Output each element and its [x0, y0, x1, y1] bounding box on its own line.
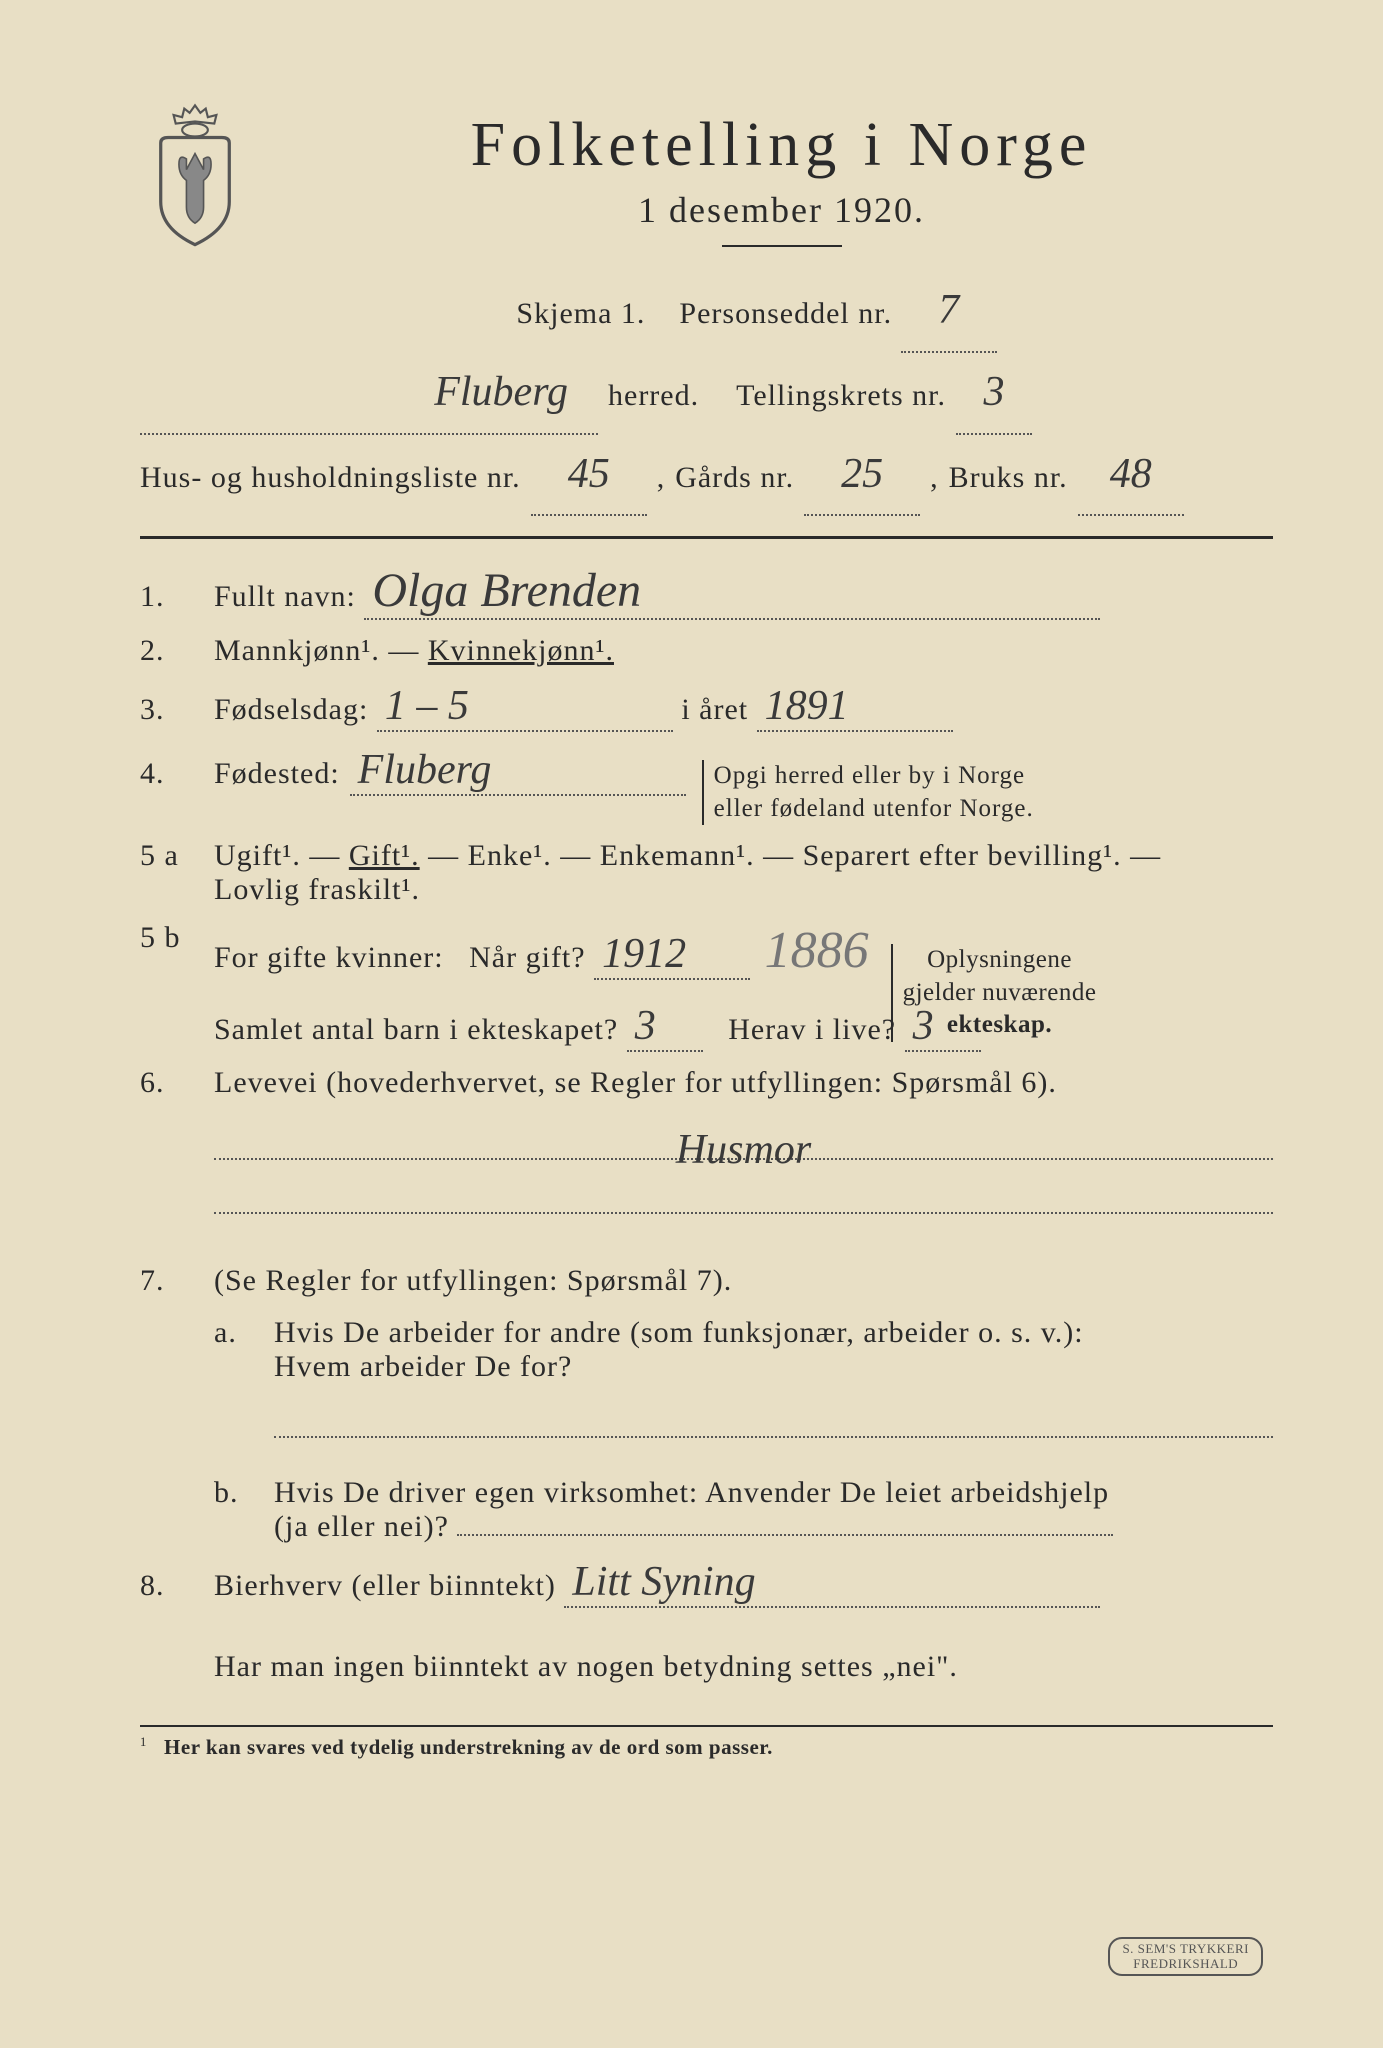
skjema-row: Skjema 1. Personseddel nr. 7: [240, 271, 1273, 353]
q2-label: Mannkjønn¹. —: [214, 634, 428, 667]
q5a-row: 5 a Ugift¹. — Gift¹. — Enke¹. — Enkemann…: [140, 839, 1273, 907]
q7b-blank: [457, 1534, 1113, 1536]
q7a-text1: Hvis De arbeider for andre (som funksjon…: [274, 1316, 1084, 1349]
q6-label: Levevei (hovederhvervet, se Regler for u…: [214, 1066, 1057, 1099]
q1-value: Olga Brenden: [364, 563, 1100, 620]
q5b-when: 1912: [594, 930, 750, 980]
q7a-text2: Hvem arbeider De for?: [274, 1350, 572, 1383]
herred-value: Fluberg: [140, 353, 598, 435]
section-rule: [140, 536, 1273, 539]
printer-stamp: S. SEM'S TRYKKERI FREDRIKSHALD: [1108, 1937, 1263, 1976]
header: Folketelling i Norge 1 desember 1920.: [140, 90, 1273, 261]
q5b-when2: 1886: [759, 922, 875, 979]
q4-row: 4. Fødested: Fluberg Opgi herred eller b…: [140, 746, 1273, 825]
q8-row: 8. Bierhverv (eller biinntekt) Litt Syni…: [140, 1558, 1273, 1608]
tellingskrets-label: Tellingskrets nr.: [736, 367, 946, 424]
q5b-alive-label: Herav i live?: [728, 1013, 896, 1046]
q5a-selected: Gift¹.: [349, 839, 420, 872]
q6-value: Husmor: [214, 1120, 1273, 1160]
q5b-children-label: Samlet antal barn i ekteskapet?: [214, 1013, 618, 1046]
husliste-label: Hus- og husholdningsliste nr.: [140, 449, 521, 506]
stamp-line1: S. SEM'S TRYKKERI: [1122, 1941, 1249, 1956]
husliste-row: Hus- og husholdningsliste nr. 45, Gårds …: [140, 435, 1273, 517]
q5a-opts: Ugift¹. —: [214, 839, 349, 872]
q7b-label: b.: [214, 1476, 254, 1510]
personseddel-nr: 7: [901, 271, 997, 353]
q7-num: 7.: [140, 1264, 200, 1298]
q6-row: 6. Levevei (hovederhvervet, se Regler fo…: [140, 1066, 1273, 1234]
bruks-label: Bruks nr.: [949, 449, 1068, 506]
q5b-sn1: Oplysningene: [927, 946, 1072, 973]
husliste-nr: 45: [531, 435, 647, 517]
gards-label: Gårds nr.: [675, 449, 794, 506]
footnote-marker: 1: [140, 1735, 147, 1749]
q4-note2: eller fødeland utenfor Norge.: [714, 795, 1034, 822]
q1-row: 1. Fullt navn: Olga Brenden: [140, 563, 1273, 620]
q2-selected: Kvinnekjønn¹.: [428, 634, 614, 667]
footnote-text: Her kan svares ved tydelig understreknin…: [164, 1735, 773, 1759]
divider: [722, 245, 842, 247]
q5b-alive: 3: [905, 1002, 981, 1052]
q8-num: 8.: [140, 1569, 200, 1603]
q5b-num: 5 b: [140, 921, 200, 955]
q1-num: 1.: [140, 580, 200, 614]
census-form-page: Folketelling i Norge 1 desember 1920. Sk…: [0, 0, 1383, 2048]
q5a-num: 5 a: [140, 839, 200, 873]
q5b-label: For gifte kvinner:: [214, 941, 444, 974]
q4-value: Fluberg: [350, 746, 686, 796]
q2-row: 2. Mannkjønn¹. — Kvinnekjønn¹.: [140, 634, 1273, 668]
q3-label: Fødselsdag:: [214, 693, 368, 726]
q3-mid: i året: [681, 693, 748, 726]
skjema-label: Skjema 1.: [516, 297, 645, 330]
footnote: 1 Her kan svares ved tydelig understrekn…: [140, 1725, 1273, 1760]
stamp-line2: FREDRIKSHALD: [1133, 1956, 1238, 1971]
q3-year: 1891: [757, 682, 953, 732]
q7b-text1: Hvis De driver egen virksomhet: Anvender…: [274, 1476, 1109, 1509]
q7a-label: a.: [214, 1316, 254, 1350]
q8-value: Litt Syning: [564, 1558, 1100, 1608]
q4-note1: Opgi herred eller by i Norge: [714, 762, 1025, 789]
q3-day: 1 – 5: [377, 682, 673, 732]
q7-label: (Se Regler for utfyllingen: Spørsmål 7).: [214, 1264, 732, 1297]
q7-row: 7. (Se Regler for utfyllingen: Spørsmål …: [140, 1264, 1273, 1544]
gards-nr: 25: [804, 435, 920, 517]
personseddel-label: Personseddel nr.: [679, 297, 892, 330]
q4-num: 4.: [140, 757, 200, 791]
q7a-blank: [274, 1404, 1273, 1438]
q1-label: Fullt navn:: [214, 580, 356, 613]
q5b-row: 5 b For gifte kvinner: Når gift? 1912 18…: [140, 921, 1273, 1052]
herred-row: Fluberg herred. Tellingskrets nr. 3: [140, 353, 1273, 435]
q2-num: 2.: [140, 634, 200, 668]
q5b-children: 3: [627, 1002, 703, 1052]
q5b-when-label: Når gift?: [469, 941, 585, 974]
q5a-line2: Lovlig fraskilt¹.: [214, 873, 420, 906]
q3-num: 3.: [140, 693, 200, 727]
q4-note: Opgi herred eller by i Norge eller fødel…: [702, 760, 1034, 825]
q6-blank: [214, 1180, 1273, 1214]
closing-note: Har man ingen biinntekt av nogen betydni…: [214, 1638, 1273, 1695]
title-block: Folketelling i Norge 1 desember 1920.: [290, 90, 1273, 261]
main-title: Folketelling i Norge: [290, 110, 1273, 181]
q3-row: 3. Fødselsdag: 1 – 5 i året 1891: [140, 682, 1273, 732]
herred-label: herred.: [608, 367, 699, 424]
subtitle: 1 desember 1920.: [290, 189, 1273, 231]
q5a-rest: — Enke¹. — Enkemann¹. — Separert efter b…: [428, 839, 1161, 872]
tellingskrets-nr: 3: [956, 353, 1032, 435]
q7b-text2: (ja eller nei)?: [274, 1510, 449, 1543]
q6-num: 6.: [140, 1066, 200, 1100]
coat-of-arms-icon: [140, 100, 250, 250]
q8-label: Bierhverv (eller biinntekt): [214, 1569, 556, 1602]
bruks-nr: 48: [1078, 435, 1184, 517]
q4-label: Fødested:: [214, 757, 340, 791]
